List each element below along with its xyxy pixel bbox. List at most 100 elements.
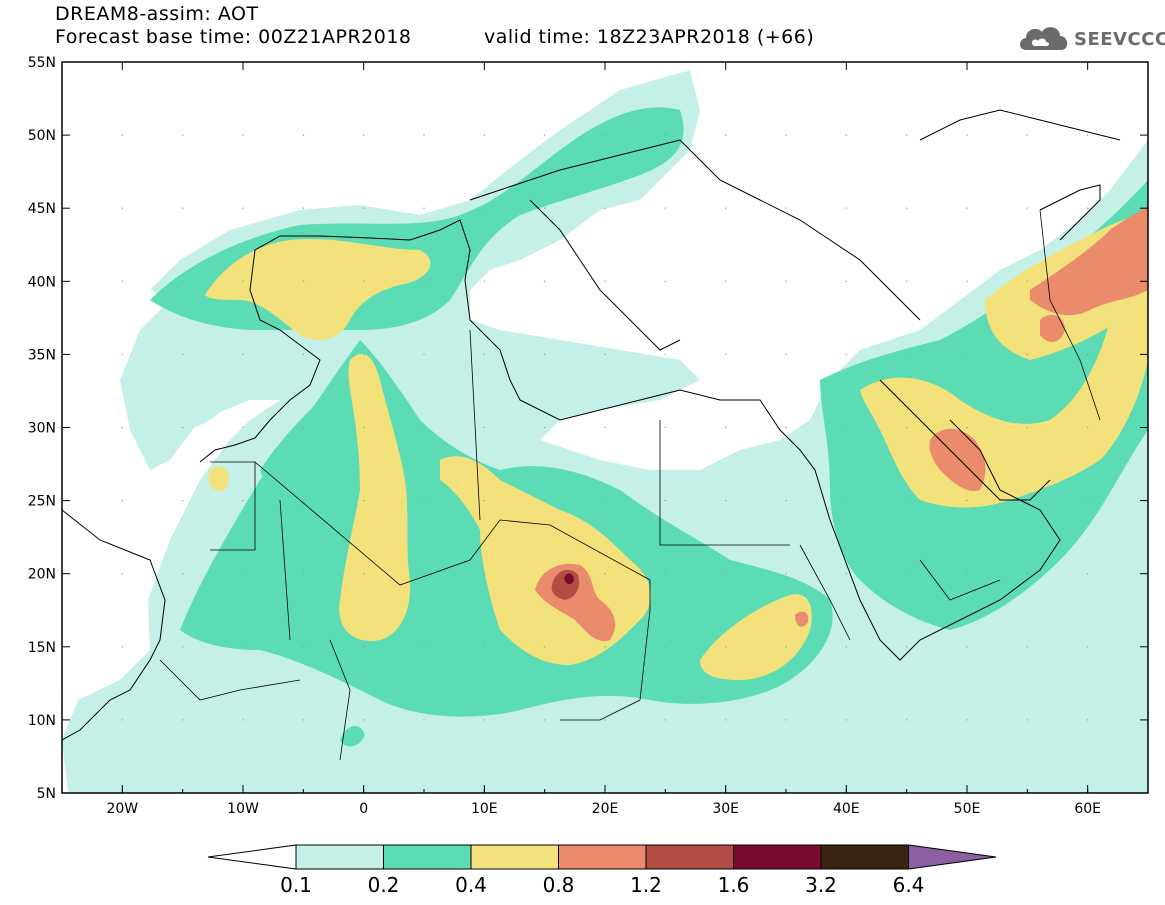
grid-dot <box>785 207 787 209</box>
colorbar: 0.1 0.2 0.4 0.8 1.2 1.6 3.2 6.4 <box>207 844 997 897</box>
colorbar-box <box>733 844 822 870</box>
grid-dot <box>1086 499 1089 502</box>
lat-tick-label: 20N <box>28 567 56 583</box>
grid-dot <box>242 353 244 356</box>
grid-dot <box>1026 573 1029 575</box>
grid-dot <box>181 573 184 575</box>
grid-dot <box>423 207 425 209</box>
grid-dot <box>1086 134 1089 136</box>
grid-dot <box>845 426 848 429</box>
map-title: DREAM8-assim: AOT <box>55 3 259 25</box>
grid-dot <box>604 280 606 282</box>
grid-dot <box>543 646 546 648</box>
grid-dot <box>604 134 606 136</box>
grid-dot <box>302 134 305 136</box>
grid-dot <box>362 573 365 575</box>
grid-dot <box>785 499 787 502</box>
lon-tick-label: 10W <box>227 801 259 817</box>
grid-dot <box>664 499 667 502</box>
grid-dot <box>362 280 365 282</box>
grid-dot <box>543 353 546 356</box>
grid-dot <box>845 280 848 282</box>
grid-dot <box>302 499 305 502</box>
lat-tick-label: 35N <box>28 347 56 363</box>
colorbar-label: 6.4 <box>893 873 925 897</box>
lat-tick-label: 10N <box>28 713 56 729</box>
lat-tick-label: 55N <box>28 55 56 71</box>
grid-dot <box>483 353 486 356</box>
grid-dot <box>483 280 486 282</box>
grid-dot <box>905 280 908 282</box>
lat-tick-label: 15N <box>28 640 56 656</box>
lon-tick-label: 20W <box>106 801 138 817</box>
colorbar-min-arrow <box>207 844 297 870</box>
grid-dot <box>483 646 486 648</box>
grid-dot <box>242 499 244 502</box>
colorbar-box <box>295 844 384 870</box>
grid-dot <box>121 426 124 429</box>
grid-dot <box>543 426 546 429</box>
forecast-base-time: Forecast base time: 00Z21APR2018 <box>55 26 412 48</box>
grid-dot <box>362 426 365 429</box>
grid-dot <box>845 573 848 575</box>
grid-dot <box>242 280 244 282</box>
grid-dot <box>966 499 968 502</box>
lat-tick-label: 30N <box>28 421 56 437</box>
grid-dot <box>1086 426 1089 429</box>
valid-time: valid time: 18Z23APR2018 (+66) <box>484 26 815 48</box>
grid-dot <box>1026 426 1029 429</box>
grid-dot <box>483 207 486 209</box>
colorbar-box <box>645 844 734 870</box>
grid-dot <box>302 207 305 209</box>
grid-dot <box>905 499 908 502</box>
grid-dot <box>242 573 244 575</box>
grid-dot <box>181 646 184 648</box>
colorbar-label: 3.2 <box>805 873 837 897</box>
grid-dot <box>604 207 606 209</box>
grid-dot <box>302 280 305 282</box>
grid-dot <box>785 134 787 136</box>
grid-dot <box>543 207 546 209</box>
grid-dot <box>181 353 184 356</box>
grid-dot <box>905 719 908 721</box>
grid-dot <box>845 207 848 209</box>
grid-dot <box>121 134 124 136</box>
grid-dot <box>543 573 546 575</box>
grid-dot <box>905 134 908 136</box>
grid-dot <box>905 646 908 648</box>
grid-dot <box>1026 499 1029 502</box>
grid-dot <box>423 134 425 136</box>
grid-dot <box>724 646 727 648</box>
grid-dot <box>604 719 606 721</box>
grid-dot <box>785 646 787 648</box>
grid-dot <box>966 719 968 721</box>
grid-dot <box>724 719 727 721</box>
grid-dot <box>121 573 124 575</box>
grid-dot <box>1086 280 1089 282</box>
grid-dot <box>785 353 787 356</box>
grid-dot <box>905 426 908 429</box>
grid-dot <box>423 426 425 429</box>
grid-dot <box>785 280 787 282</box>
grid-dot <box>121 499 124 502</box>
lat-tick-label: 5N <box>37 786 56 802</box>
grid-dot <box>483 426 486 429</box>
grid-dot <box>181 134 184 136</box>
grid-dot <box>664 646 667 648</box>
grid-dot <box>181 719 184 721</box>
logo-text: SEEVCCC <box>1074 29 1165 50</box>
lat-tick-label: 25N <box>28 494 56 510</box>
grid-dot <box>966 207 968 209</box>
grid-dot <box>1026 134 1029 136</box>
grid-dot <box>362 353 365 356</box>
grid-dot <box>785 426 787 429</box>
grid-dot <box>724 134 727 136</box>
grid-dot <box>362 134 365 136</box>
lon-tick-label: 0 <box>359 801 368 817</box>
grid-dot <box>423 573 425 575</box>
grid-dot <box>1086 353 1089 356</box>
lon-tick-label: 10E <box>471 801 498 817</box>
grid-dot <box>845 719 848 721</box>
grid-dot <box>905 353 908 356</box>
